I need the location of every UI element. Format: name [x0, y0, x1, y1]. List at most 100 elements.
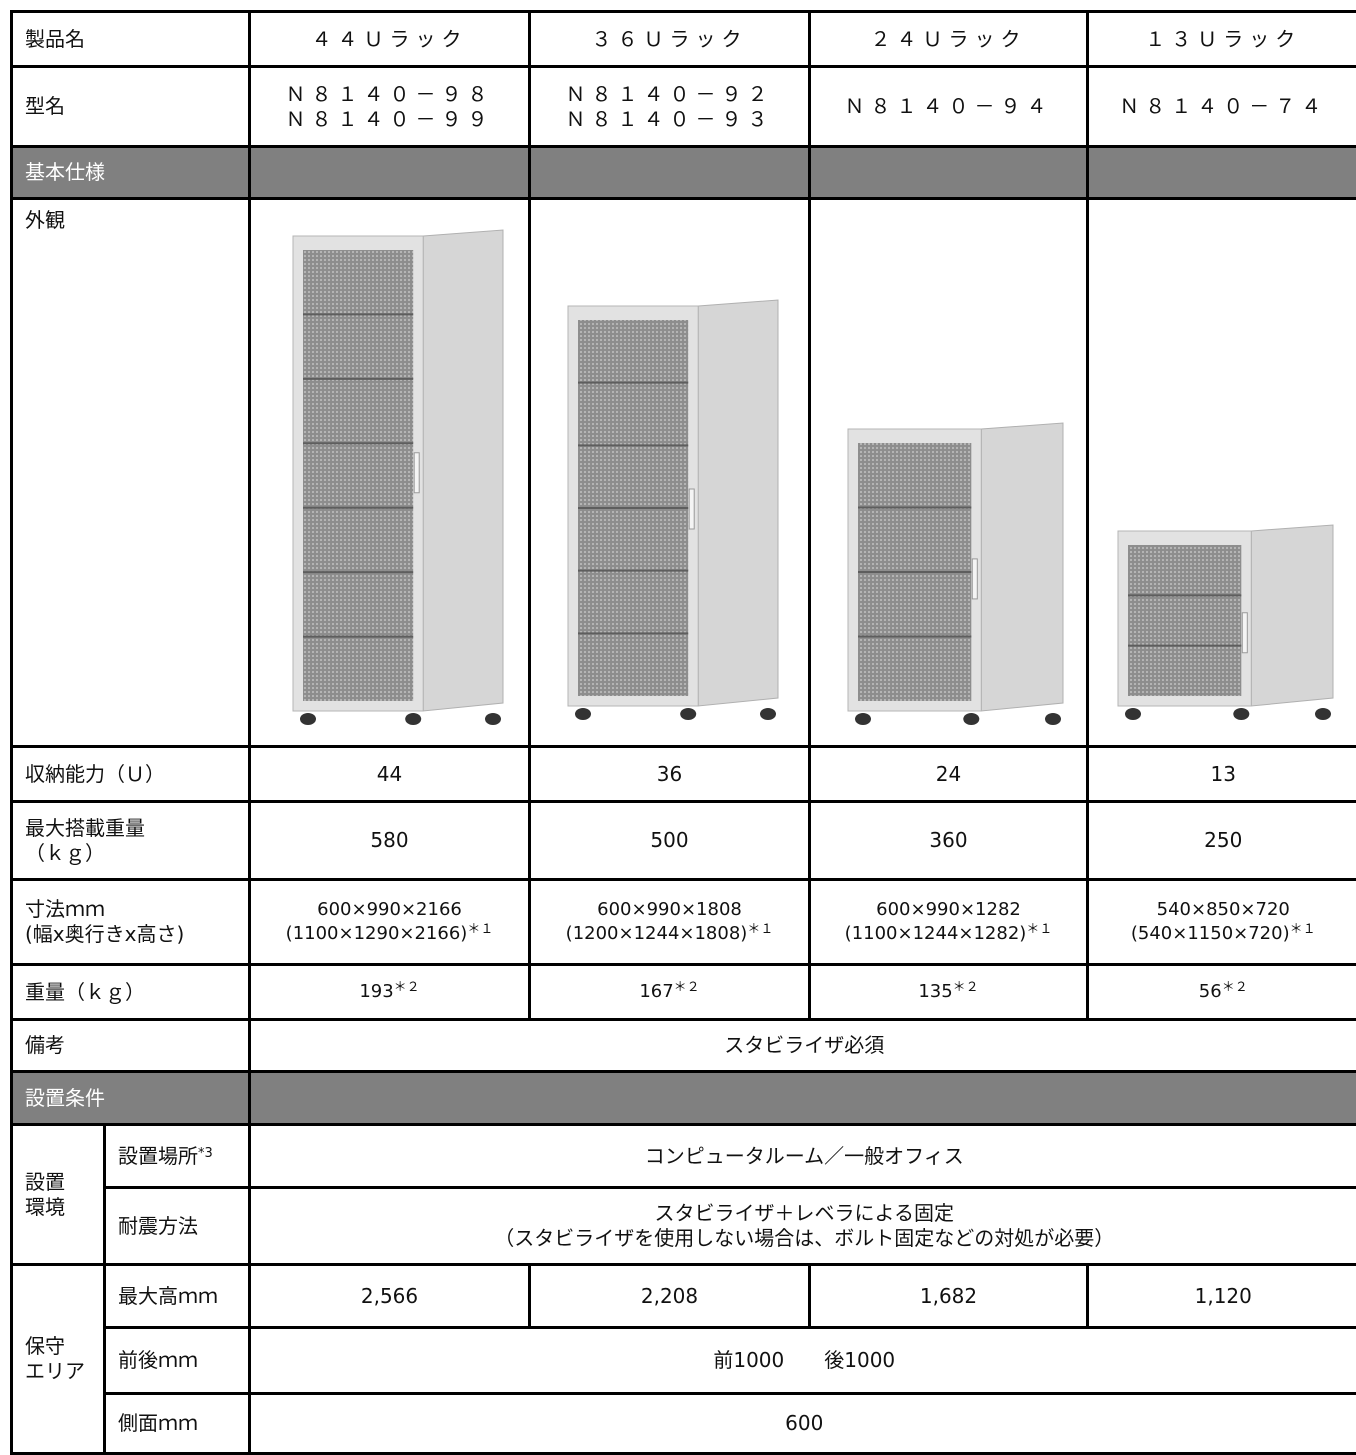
cell: 44	[250, 747, 530, 802]
text: 540×850×720	[1101, 899, 1346, 922]
cell: スタビライザ＋レベラによる固定（スタビライザを使用しない場合は、ボルト固定などの…	[250, 1188, 1356, 1265]
text: Ｎ８１４０－９８	[263, 82, 516, 107]
cell: 保守エリア	[12, 1265, 105, 1454]
rack-image	[811, 202, 1086, 744]
text: エリア	[25, 1359, 91, 1384]
text: (1200×1244×1808)	[566, 923, 748, 944]
rack-part	[963, 713, 979, 725]
rack-part	[981, 423, 1063, 711]
note: *3	[198, 1146, 213, 1161]
note: ＊２	[953, 980, 979, 995]
note: ＊２	[394, 980, 420, 995]
text: （ｋｇ）	[25, 841, 236, 866]
cell: 外観	[12, 199, 250, 747]
rack-part	[855, 713, 871, 725]
text: 環境	[25, 1195, 91, 1220]
cell: 重量（ｋｇ）	[12, 965, 250, 1020]
rack-part	[303, 250, 413, 701]
cell: １３Ｕラック	[1088, 12, 1356, 67]
text: Ｎ８１４０－７４	[1101, 94, 1346, 119]
cell: 500	[530, 802, 810, 880]
cell: 600	[250, 1394, 1356, 1454]
text: (幅x奥行きx高さ)	[25, 922, 236, 947]
text: 56	[1199, 981, 1222, 1002]
cell: 型名	[12, 67, 250, 147]
cell: 13	[1088, 747, 1356, 802]
cell: 2,566	[250, 1265, 530, 1328]
text: 193	[359, 981, 393, 1002]
cell: 2,208	[530, 1265, 810, 1328]
text: Ｎ８１４０－９４	[823, 94, 1074, 119]
rack-part	[1242, 612, 1247, 652]
cell: 1,120	[1088, 1265, 1356, 1328]
text: 600×990×1808	[543, 899, 796, 922]
cell: ２４Ｕラック	[810, 12, 1088, 67]
text: (1100×1244×1282)	[845, 923, 1027, 944]
text: 600×990×2166	[263, 899, 516, 922]
rack-part	[972, 558, 977, 598]
text: 600×990×1282	[823, 899, 1074, 922]
rack-part	[423, 230, 503, 711]
rack-part	[698, 300, 778, 706]
rack-image	[251, 202, 528, 744]
cell: スタビライザ必須	[250, 1020, 1356, 1072]
rack-part	[1233, 708, 1249, 720]
cell: 寸法ｍｍ(幅x奥行きx高さ)	[12, 880, 250, 965]
cell: Ｎ８１４０－９４	[810, 67, 1088, 147]
text: (540×1150×720)	[1131, 923, 1290, 944]
cell: ４４Ｕラック	[250, 12, 530, 67]
section-header: 設置条件	[12, 1072, 250, 1125]
cell: Ｎ８１４０－７４	[1088, 67, 1356, 147]
cell: 設置環境	[12, 1125, 105, 1265]
cell: 600×990×2166(1100×1290×2166)＊１	[250, 880, 530, 965]
cell: 193＊２	[250, 965, 530, 1020]
text: 設置	[25, 1170, 91, 1195]
cell	[250, 1072, 1356, 1125]
cell: 収納能力（Ｕ）	[12, 747, 250, 802]
note: ＊２	[1222, 980, 1248, 995]
cell: 135＊２	[810, 965, 1088, 1020]
rack-part	[1251, 525, 1333, 706]
cell: 側面ｍｍ	[105, 1394, 250, 1454]
rack-part	[300, 713, 316, 725]
cell	[530, 199, 810, 747]
text: Ｎ８１４０－９２	[543, 82, 796, 107]
cell: 600×990×1282(1100×1244×1282)＊１	[810, 880, 1088, 965]
rack-part	[689, 489, 694, 529]
cell: 製品名	[12, 12, 250, 67]
cell: 167＊２	[530, 965, 810, 1020]
cell: 540×850×720(540×1150×720)＊１	[1088, 880, 1356, 965]
cell: 360	[810, 802, 1088, 880]
text: Ｎ８１４０－９９	[263, 107, 516, 132]
text: 167	[639, 981, 673, 1002]
cell	[1088, 199, 1356, 747]
rack-part	[1045, 713, 1061, 725]
rack-part	[1315, 708, 1331, 720]
rack-part	[405, 713, 421, 725]
note: ＊１	[1026, 922, 1052, 937]
text: Ｎ８１４０－９３	[543, 107, 796, 132]
spec-table: 製品名 ４４Ｕラック ３６Ｕラック ２４Ｕラック １３Ｕラック 型名 Ｎ８１４０…	[10, 10, 1356, 1455]
cell: 1,682	[810, 1265, 1088, 1328]
text: 前1000	[713, 1348, 784, 1372]
cell: 600×990×1808(1200×1244×1808)＊１	[530, 880, 810, 965]
rack-image	[1089, 202, 1356, 744]
text: 寸法ｍｍ	[25, 897, 236, 922]
rack-part	[760, 708, 776, 720]
cell: コンピュータルーム／一般オフィス	[250, 1125, 1356, 1188]
cell: 最大高ｍｍ	[105, 1265, 250, 1328]
cell	[810, 147, 1088, 199]
text: 135	[918, 981, 952, 1002]
note: ＊１	[747, 922, 773, 937]
rack-part	[1128, 545, 1241, 696]
text: 設置場所	[118, 1144, 198, 1168]
cell: 耐震方法	[105, 1188, 250, 1265]
cell	[810, 199, 1088, 747]
cell: 前後ｍｍ	[105, 1328, 250, 1394]
cell	[250, 147, 530, 199]
cell: 580	[250, 802, 530, 880]
